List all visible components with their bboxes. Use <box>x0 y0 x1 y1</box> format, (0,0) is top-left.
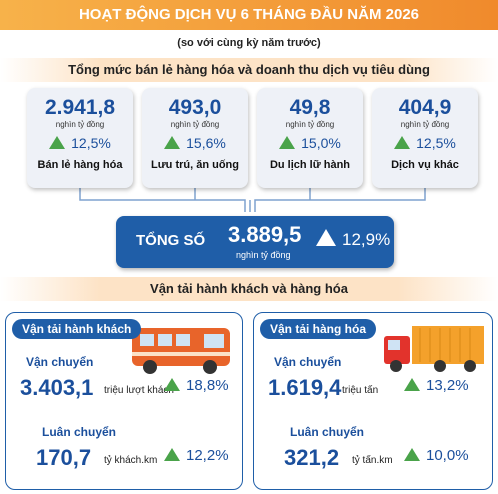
card-value: 493,0 <box>168 96 222 119</box>
card-label: Lưu trú, ăn uống <box>150 159 239 171</box>
up-arrow <box>164 136 181 149</box>
up-arrow <box>279 136 296 149</box>
row-unit: triệu tấn <box>342 385 379 396</box>
card-value: 49,8 <box>289 96 331 119</box>
row-growth-row: 18,8% <box>164 377 229 394</box>
card-growth-row: 12,5% <box>27 135 133 151</box>
up-arrow <box>164 378 180 391</box>
card-growth: 15,6% <box>186 135 226 151</box>
bus-icon <box>132 328 230 374</box>
card-label: Dịch vụ khác <box>391 159 459 171</box>
total-unit: nghìn tỷ đồng <box>236 250 291 260</box>
row-growth-row: 13,2% <box>404 377 469 394</box>
row-label: Luân chuyển <box>42 425 117 439</box>
panel-title: Vận tải hành khách <box>12 319 142 339</box>
card-unit: nghìn tỷ đồng <box>55 120 105 129</box>
card-growth-row: 15,6% <box>142 135 248 151</box>
card-label: Du lịch lữ hành <box>269 159 351 171</box>
card-growth: 12,5% <box>71 135 111 151</box>
card-label: Bán lẻ hàng hóa <box>37 159 123 171</box>
card-unit: nghìn tỷ đồng <box>285 120 335 129</box>
connectors <box>79 188 426 212</box>
row-unit: tỷ tấn.km <box>352 455 393 466</box>
card-growth-row: 12,5% <box>372 135 478 151</box>
card-growth: 12,5% <box>416 135 456 151</box>
card-value: 404,9 <box>398 96 452 119</box>
up-arrow <box>49 136 66 149</box>
total-box: TỔNG SỐ 3.889,5 nghìn tỷ đồng 12,9% <box>116 216 394 268</box>
retail-card: 493,0 nghìn tỷ đồng 15,6% Lưu trú, ăn uống <box>142 88 248 188</box>
up-arrow <box>316 229 336 246</box>
panel-title: Vận tải hàng hóa <box>260 319 377 339</box>
row-growth-row: 10,0% <box>404 447 469 464</box>
up-arrow <box>404 378 420 391</box>
row-label: Vận chuyển <box>274 355 342 369</box>
up-arrow <box>404 448 420 461</box>
header-subtitle: (so với cùng kỳ năm trước) <box>177 37 321 49</box>
total-growth-row: 12,9% <box>316 229 390 250</box>
card-growth-row: 15,0% <box>257 135 363 151</box>
retail-title: Tổng mức bán lẻ hàng hóa và doanh thu dị… <box>0 58 498 82</box>
row-value: 321,2 <box>284 445 340 470</box>
retail-card: 404,9 nghìn tỷ đồng 12,5% Dịch vụ khác <box>372 88 478 188</box>
retail-card: 2.941,8 nghìn tỷ đồng 12,5% Bán lẻ hàng hóa <box>27 88 133 188</box>
card-unit: nghìn tỷ đồng <box>400 120 450 129</box>
total-value: 3.889,5 <box>228 222 302 247</box>
row-unit: triệu lượt khách <box>104 385 174 396</box>
total-label: TỔNG SỐ <box>136 232 206 249</box>
row-growth: 12,2% <box>186 447 229 464</box>
up-arrow <box>164 448 180 461</box>
up-arrow <box>394 136 411 149</box>
transport-panel: Vận tải hành khách Vận chuyển 3.403,1 triệu… <box>5 312 243 490</box>
row-label: Vận chuyển <box>26 355 94 369</box>
total-growth: 12,9% <box>342 230 391 249</box>
card-unit: nghìn tỷ đồng <box>170 120 220 129</box>
row-growth: 10,0% <box>426 447 469 464</box>
row-value: 170,7 <box>36 445 92 470</box>
row-unit: tỷ khách.km <box>104 455 158 466</box>
header-title: HOẠT ĐỘNG DỊCH VỤ 6 THÁNG ĐẦU NĂM 2026 <box>0 0 498 30</box>
transport-title: Vận tải hành khách và hàng hóa <box>0 277 498 301</box>
card-growth: 15,0% <box>301 135 341 151</box>
row-value: 3.403,1 <box>20 375 94 400</box>
row-label: Luân chuyển <box>290 425 365 439</box>
truck-icon <box>384 326 484 372</box>
retail-card: 49,8 nghìn tỷ đồng 15,0% Du lịch lữ hành <box>257 88 363 188</box>
card-value: 2.941,8 <box>44 96 116 119</box>
row-growth: 13,2% <box>426 377 469 394</box>
row-growth: 18,8% <box>186 377 229 394</box>
row-growth-row: 12,2% <box>164 447 229 464</box>
transport-panel: Vận tải hàng hóa Vận chuyển 1.619,4 triệu t… <box>253 312 493 490</box>
row-value: 1.619,4 <box>268 375 342 400</box>
